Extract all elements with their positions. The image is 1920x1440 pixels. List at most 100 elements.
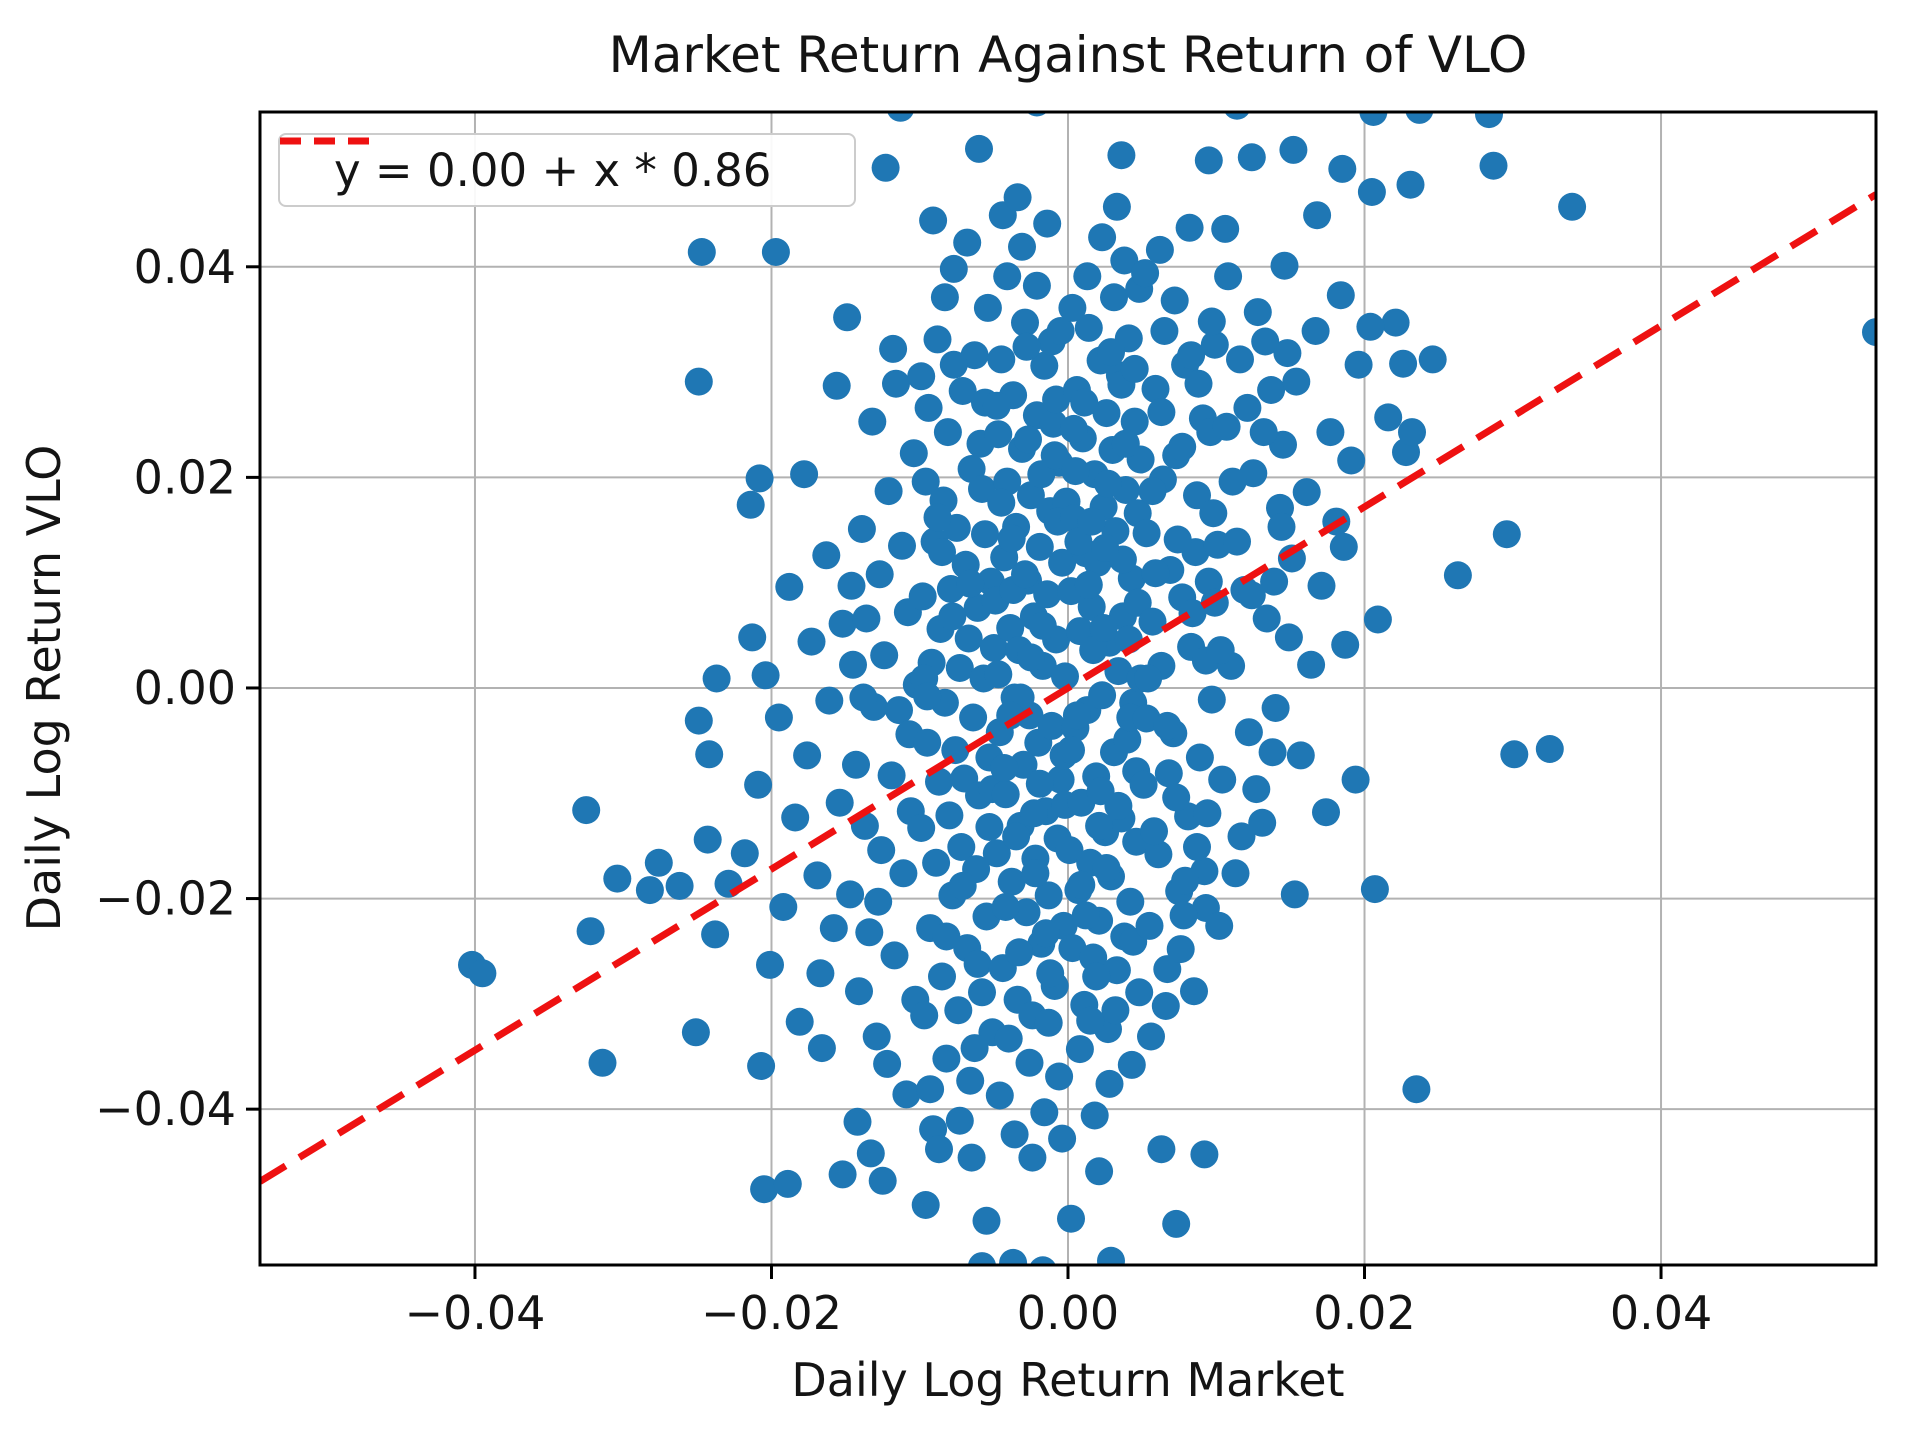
scatter-point — [938, 602, 967, 631]
scatter-point — [1144, 840, 1173, 869]
scatter-point — [1248, 808, 1277, 837]
scatter-point — [877, 761, 906, 790]
scatter-point — [738, 623, 767, 652]
scatter-point — [1363, 605, 1392, 634]
scatter-point — [1337, 446, 1366, 475]
x-axis-label: Daily Log Return Market — [791, 1353, 1345, 1407]
scatter-point — [1046, 765, 1075, 794]
scatter-point — [1100, 283, 1128, 312]
x-tick-label: 0.00 — [1017, 1286, 1119, 1340]
scatter-point — [1085, 811, 1114, 840]
scatter-point — [1360, 875, 1389, 904]
scatter-point — [1226, 345, 1254, 374]
scatter-point — [1085, 1157, 1114, 1186]
scatter-point — [1101, 996, 1130, 1025]
scatter-point — [855, 918, 884, 947]
scatter-point — [1097, 338, 1125, 367]
scatter-point — [764, 703, 793, 732]
scatter-point — [994, 1024, 1023, 1053]
scatter-point — [1120, 407, 1149, 436]
scatter-point — [959, 703, 988, 732]
scatter-point — [935, 801, 964, 830]
scatter-point — [1059, 414, 1088, 443]
y-tick-label: 0.02 — [134, 450, 236, 504]
scatter-point — [1356, 312, 1385, 341]
scatter-point — [684, 367, 713, 396]
scatter-point — [1301, 317, 1330, 345]
scatter-point — [785, 1007, 814, 1036]
scatter-point — [1252, 604, 1281, 633]
scatter-point — [1279, 135, 1308, 164]
scatter-point — [1261, 694, 1290, 722]
scatter-point — [1077, 507, 1106, 536]
scatter-point — [1005, 938, 1034, 967]
scatter-point — [1183, 833, 1211, 861]
scatter-point — [1402, 1075, 1431, 1104]
scatter-point — [1073, 262, 1102, 291]
scatter-point — [852, 604, 881, 633]
scatter-point — [984, 420, 1013, 449]
scatter-point — [775, 572, 804, 601]
scatter-point — [1535, 735, 1564, 763]
scatter-point — [888, 531, 916, 560]
scatter-point — [1212, 412, 1241, 441]
scatter-point — [944, 996, 973, 1025]
scatter-point — [1312, 798, 1340, 827]
scatter-point — [1138, 477, 1167, 506]
scatter-point — [1381, 308, 1410, 337]
scatter-point — [1104, 791, 1133, 820]
scatter-point — [923, 503, 952, 532]
scatter-point — [1344, 350, 1373, 379]
scatter-point — [1034, 881, 1063, 910]
scatter-point — [1132, 519, 1161, 548]
scatter-point — [858, 407, 887, 436]
y-tick-label: −0.04 — [95, 1082, 236, 1136]
scatter-point — [1113, 725, 1142, 754]
scatter-point — [843, 1107, 872, 1136]
scatter-point — [968, 1252, 996, 1265]
scatter-point — [979, 634, 1008, 662]
scatter-point — [911, 1191, 940, 1219]
scatter-point — [1028, 611, 1057, 640]
scatter-point — [1359, 112, 1388, 126]
scatter-point — [963, 949, 992, 978]
scatter-point — [932, 922, 961, 951]
scatter-point — [1307, 571, 1336, 600]
scatter-point — [1048, 548, 1077, 577]
scatter-point — [1045, 1062, 1074, 1091]
scatter-point — [714, 869, 743, 898]
scatter-point — [849, 683, 878, 712]
scatter-point — [1211, 214, 1240, 243]
scatter-point — [1150, 317, 1179, 345]
scatter-point — [1102, 192, 1131, 221]
scatter-point — [880, 941, 909, 970]
scatter-point — [1270, 251, 1299, 280]
scatter-point — [928, 538, 956, 567]
scatter-point — [987, 345, 1016, 374]
scatter-point — [889, 859, 918, 888]
scatter-point — [868, 1166, 897, 1195]
y-tick-label: 0.04 — [134, 240, 236, 294]
scatter-point — [1097, 1246, 1125, 1265]
scatter-point — [684, 706, 713, 735]
scatter-point — [930, 283, 959, 312]
scatter-point — [1065, 1035, 1094, 1064]
scatter-point — [1316, 418, 1345, 447]
scatter-point — [761, 238, 790, 266]
scatter-point — [1030, 351, 1059, 380]
scatter-point — [923, 325, 952, 354]
scatter-point — [975, 813, 1004, 841]
scatter-point — [1002, 822, 1031, 851]
scatter-point — [1162, 783, 1191, 812]
scatter-point — [1016, 481, 1045, 510]
scatter-point — [1062, 701, 1091, 730]
scatter-point — [1194, 567, 1223, 596]
scatter-point — [984, 660, 1013, 689]
x-tick-label: 0.04 — [1610, 1286, 1712, 1340]
scatter-point — [913, 728, 942, 757]
scatter-point — [933, 418, 962, 447]
scatter-point — [806, 959, 835, 988]
scatter-point — [1021, 859, 1050, 888]
